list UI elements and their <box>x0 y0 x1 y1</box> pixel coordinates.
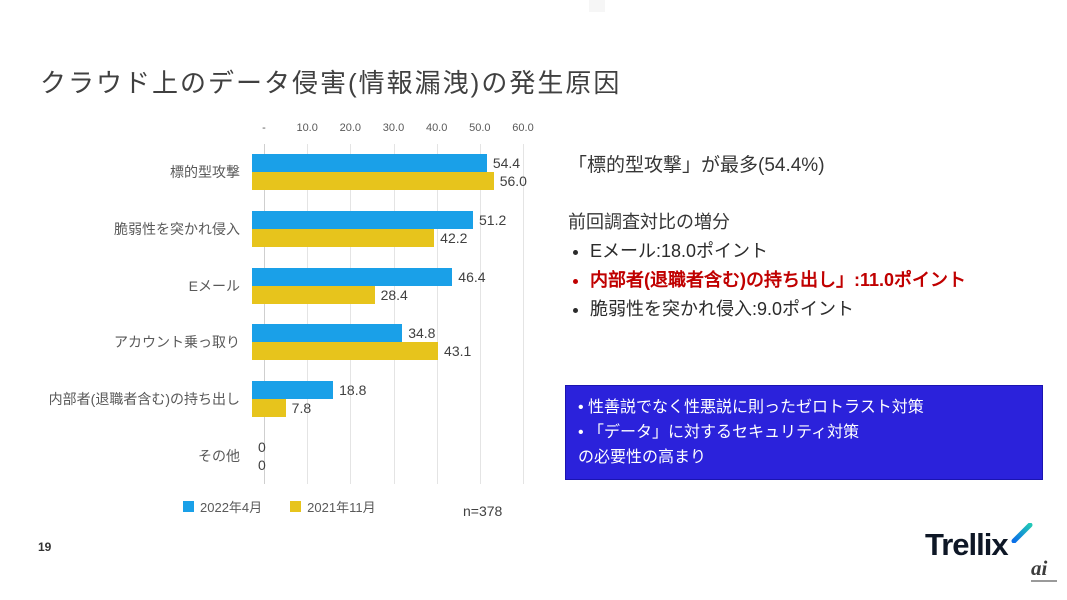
ai-watermark: ai <box>1031 556 1048 580</box>
bar-2022年4月 <box>252 211 473 229</box>
category-label: アカウント乗っ取り <box>114 334 240 351</box>
bar-2022年4月 <box>252 324 403 343</box>
delta-item: 内部者(退職者含む)の持ち出し」:11.0ポイント <box>590 267 1067 294</box>
gridline <box>523 144 524 484</box>
bar-value-label: 18.8 <box>339 382 367 399</box>
x-tick-label: 10.0 <box>296 122 318 134</box>
callout-line: • 性善説でなく性悪説に則ったゼロトラスト対策 <box>578 399 924 416</box>
category-label: その他 <box>198 447 240 464</box>
ai-watermark-subtext <box>1031 580 1057 582</box>
bar-2021年11月 <box>252 172 494 191</box>
bar-2022年4月 <box>252 267 453 286</box>
gridline <box>350 144 352 484</box>
legend-item: 2021年11月 <box>290 497 376 516</box>
headline-text: 「標的型攻撃」が最多(54.4%) <box>568 155 825 176</box>
bar-value-label: 54.4 <box>492 155 521 172</box>
trellix-logo-text: Trellix <box>925 527 1009 562</box>
bar-2021年11月 <box>252 285 375 304</box>
chart-row: 標的型攻撃 54.4 56.0 <box>18 144 578 201</box>
bar-value-label: 43.1 <box>444 343 472 360</box>
legend-swatch <box>290 501 302 512</box>
x-tick-label: - <box>262 122 266 134</box>
delta-title: 前回調査対比の増分 <box>568 212 730 232</box>
bar-2022年4月 <box>252 381 334 400</box>
x-axis-ticks: - 10.0 20.0 30.0 40.0 50.0 60.0 <box>262 122 534 136</box>
category-label: 脆弱性を突かれ侵入 <box>114 220 240 237</box>
chart-row: 内部者(退職者含む)の持ち出し 18.8 7.8 <box>18 371 578 428</box>
x-tick-label: 60.0 <box>512 122 534 134</box>
legend-item: 2022年4月 <box>183 497 262 516</box>
chart-rows: 標的型攻撃 54.4 56.0 脆弱性を突かれ侵入 51.2 42.2 Eメール 46.4 28… <box>18 144 578 484</box>
bar-2021年11月 <box>252 342 439 361</box>
callout-box: • 性善説でなく性悪説に則ったゼロトラスト対策 • 「データ」に対するセキュリテ… <box>565 385 1043 480</box>
category-label: 内部者(退職者含む)の持ち出し <box>48 390 240 407</box>
slide-title: クラウド上のデータ侵害(情報漏洩)の発生原因 <box>40 68 622 99</box>
page-number: 19 <box>38 540 52 554</box>
bar-value-label: 28.4 <box>380 286 408 303</box>
category-label: 標的型攻撃 <box>170 164 240 181</box>
bar-chart: - 10.0 20.0 30.0 40.0 50.0 60.0 標的型攻撃 54.4 56.0 脆… <box>18 120 578 540</box>
chart-row: アカウント乗っ取り 34.8 43.1 <box>18 314 578 371</box>
gridline <box>436 144 438 484</box>
x-tick-label: 50.0 <box>469 122 491 134</box>
callout-line: • 「データ」に対するセキュリティ対策 <box>578 424 860 441</box>
delta-list: Eメール:18.0ポイント 内部者(退職者含む)の持ち出し」:11.0ポイント … <box>568 238 1067 325</box>
plot-area <box>264 144 524 484</box>
bar-value-label: 46.4 <box>458 268 486 285</box>
x-tick-label: 40.0 <box>425 122 448 134</box>
bar-value-label: 56.0 <box>499 173 527 190</box>
bar-value-label: 0 <box>258 438 266 455</box>
bar-value-label: 42.2 <box>440 230 468 246</box>
bar-2021年11月 <box>252 229 435 247</box>
bar-value-label: 51.2 <box>479 212 507 228</box>
delta-item: Eメール:18.0ポイント <box>590 238 1067 265</box>
gridline <box>479 144 481 484</box>
trellix-logo: Trellix <box>925 523 1033 563</box>
chart-legend: 2022年4月 2021年11月 <box>183 497 376 516</box>
gridline <box>307 144 309 484</box>
x-tick-label: 20.0 <box>339 122 362 134</box>
bar-value-label: 7.8 <box>291 400 312 417</box>
chart-row: 脆弱性を突かれ侵入 51.2 42.2 <box>18 201 578 258</box>
gridline <box>393 144 395 484</box>
callout-line: の必要性の高まり <box>578 449 707 466</box>
artifact-mark <box>589 0 605 12</box>
bar-value-label: 34.8 <box>408 325 436 342</box>
bar-2021年11月 <box>252 399 286 418</box>
category-label: Eメール <box>188 277 240 294</box>
x-tick-label: 30.0 <box>382 122 405 134</box>
delta-item: 脆弱性を突かれ侵入:9.0ポイント <box>590 296 1067 323</box>
bar-value-label: 0 <box>258 456 266 473</box>
chart-row: Eメール 46.4 28.4 <box>18 257 578 314</box>
sample-size-label: n=378 <box>463 503 503 519</box>
legend-swatch <box>183 501 194 512</box>
gridline <box>264 144 265 484</box>
bar-2022年4月 <box>252 154 487 173</box>
chart-row: その他 0 0 <box>18 427 578 484</box>
trellix-logo-accent-icon <box>1011 523 1033 543</box>
